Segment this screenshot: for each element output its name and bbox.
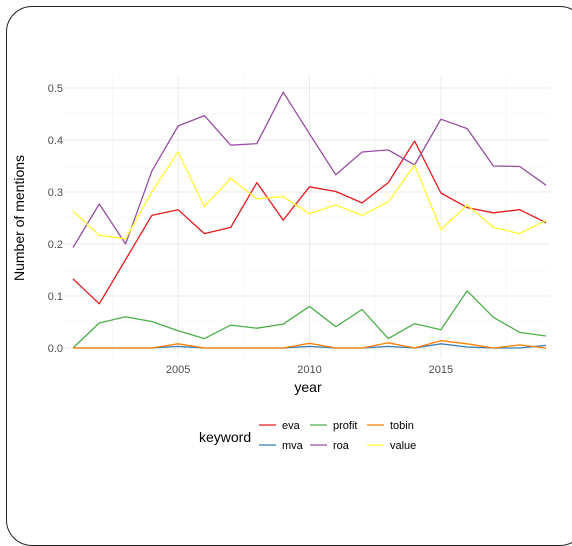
x-tick-label: 2005	[166, 364, 190, 376]
legend-label-eva: eva	[282, 420, 301, 432]
chart-frame	[6, 6, 572, 546]
legend: keyword eva mva profit roa tobin value	[199, 420, 416, 452]
legend-label-tobin: tobin	[390, 420, 414, 432]
line-chart: 0.0 0.1 0.2 0.3 0.4 0.5 2005 2010 2015 year Num…	[11, 76, 550, 452]
legend-title: keyword	[199, 429, 251, 445]
series-line-roa	[72, 91, 547, 248]
grid	[63, 76, 550, 358]
y-tick-label: 0.4	[48, 135, 63, 147]
x-tick-label: 2015	[429, 364, 453, 376]
y-axis-title: Number of mentions	[11, 155, 27, 281]
legend-label-mva: mva	[282, 440, 304, 452]
series-line-tobin	[73, 340, 547, 349]
series-lines	[72, 91, 547, 349]
y-tick-label: 0.0	[48, 343, 63, 355]
y-tick-label: 0.3	[48, 187, 63, 199]
series-line-value	[72, 151, 547, 240]
x-axis-title: year	[294, 379, 322, 395]
y-tick-label: 0.1	[48, 291, 63, 303]
legend-label-value: value	[390, 440, 416, 452]
legend-label-profit: profit	[333, 420, 357, 432]
y-tick-label: 0.2	[48, 239, 63, 251]
x-axis-ticks: 2005 2010 2015	[166, 364, 453, 376]
y-tick-label: 0.5	[48, 83, 63, 95]
legend-label-roa: roa	[333, 440, 350, 452]
y-axis-ticks: 0.0 0.1 0.2 0.3 0.4 0.5	[48, 83, 63, 355]
x-tick-label: 2010	[297, 364, 321, 376]
series-line-profit	[72, 290, 547, 349]
series-line-eva	[72, 140, 547, 305]
